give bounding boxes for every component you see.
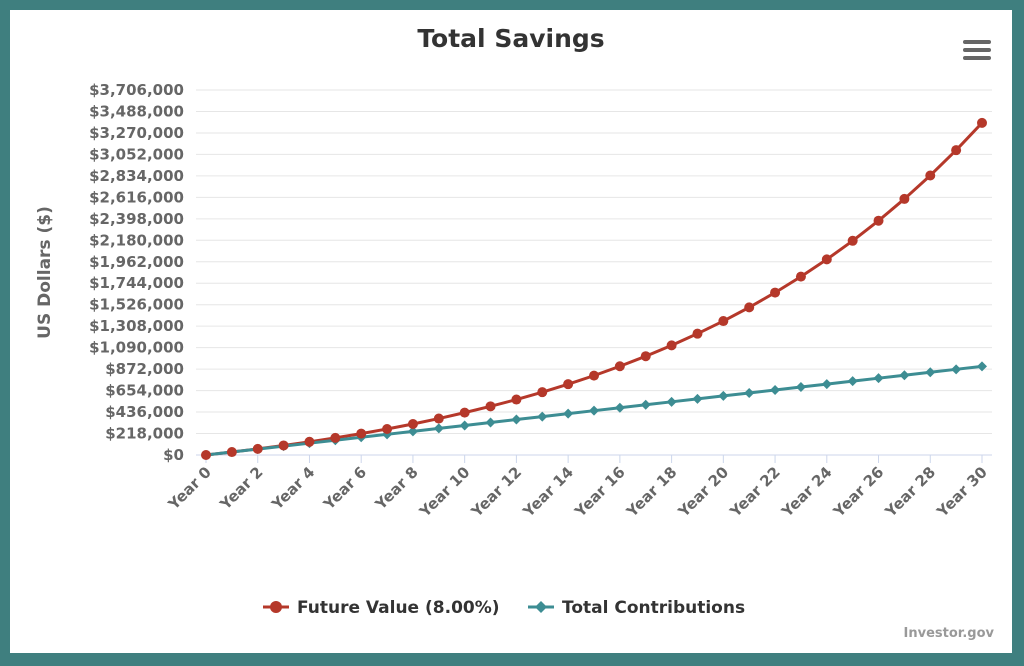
data-point [485, 417, 496, 428]
data-point [304, 436, 315, 447]
data-point [330, 432, 341, 443]
data-point [821, 379, 832, 390]
y-tick-label: $3,706,000 [89, 81, 184, 99]
data-point [563, 379, 574, 390]
y-tick-label: $1,308,000 [89, 317, 184, 335]
x-tick-label: Year 10 [415, 463, 473, 521]
data-point [718, 390, 729, 401]
data-point [873, 373, 884, 384]
y-tick-label: $2,398,000 [89, 210, 184, 228]
y-tick-label: $3,488,000 [89, 102, 184, 120]
x-tick-label: Year 14 [519, 463, 577, 521]
chart-panel: Total Savings $0 $218,000 $436,000 $654,000… [10, 10, 1012, 653]
data-point [744, 387, 755, 398]
y-tick-label: $2,180,000 [89, 231, 184, 249]
data-point [692, 328, 703, 339]
x-tick-label: Year 0 [164, 463, 215, 514]
data-point [589, 370, 599, 381]
x-tick-label: Year 28 [881, 463, 939, 521]
legend-item-label: Total Contributions [562, 598, 745, 618]
y-tick-label: $1,744,000 [89, 274, 184, 292]
data-point [563, 408, 574, 419]
data-point [407, 426, 418, 437]
y-tick-label: $3,270,000 [89, 124, 184, 142]
data-point [744, 302, 755, 313]
data-point [278, 440, 289, 451]
data-point [899, 193, 910, 204]
data-point [718, 316, 729, 327]
y-tick-label: $0 [163, 446, 184, 464]
legend-marker [270, 601, 282, 613]
data-point [459, 407, 470, 418]
data-point [201, 450, 211, 460]
legend-item-label: Future Value (8.00%) [297, 598, 500, 618]
data-point [847, 376, 858, 387]
y-axis-label: US Dollars ($) [35, 206, 55, 339]
credits-link[interactable]: Investor.gov [903, 626, 994, 641]
y-tick-label: $2,834,000 [89, 167, 184, 185]
x-tick-label: Year 18 [622, 463, 680, 521]
x-tick-label: Year 12 [467, 463, 525, 521]
data-point [795, 382, 806, 393]
y-tick-label: $872,000 [105, 360, 184, 378]
chart-svg: $0 $218,000 $436,000 $654,000 $872,000 $1,090… [35, 81, 992, 618]
chart-title: Total Savings [417, 24, 605, 53]
data-point [356, 428, 367, 439]
data-point [821, 254, 832, 265]
data-point [589, 405, 599, 416]
x-tick-label: Year 6 [319, 463, 370, 514]
data-point [407, 418, 418, 429]
x-tick-label: Year 4 [267, 463, 318, 514]
x-tick-label: Year 16 [571, 463, 629, 521]
x-tick-label: Year 8 [371, 463, 422, 514]
data-point [873, 215, 884, 226]
data-point [770, 287, 781, 298]
data-point [640, 399, 651, 410]
data-point [977, 117, 987, 128]
data-point [692, 393, 703, 404]
y-tick-label: $1,526,000 [89, 296, 184, 314]
data-point [252, 443, 263, 454]
y-tick-label: $218,000 [105, 425, 184, 443]
data-point [770, 384, 781, 395]
legend-marker [535, 601, 547, 613]
data-point [485, 401, 496, 412]
x-tick-label: Year 22 [726, 463, 784, 521]
data-point [511, 394, 522, 405]
data-point [847, 235, 858, 246]
data-point [951, 364, 962, 375]
y-tick-label: $654,000 [105, 382, 184, 400]
data-point [459, 420, 470, 431]
x-tick-label: Year 26 [829, 463, 887, 521]
hamburger-menu-icon[interactable] [963, 40, 991, 62]
y-tick-label: $436,000 [105, 403, 184, 421]
data-point [511, 414, 522, 425]
data-point [433, 413, 444, 424]
y-tick-label: $1,090,000 [89, 339, 184, 357]
x-tick-label: Year 30 [933, 463, 991, 521]
series-line-0 [205, 121, 984, 457]
data-point [951, 145, 962, 156]
data-point [537, 387, 548, 398]
data-point [226, 447, 237, 458]
x-tick-label: Year 24 [777, 463, 835, 521]
data-point [666, 340, 677, 351]
x-tick-label: Year 20 [674, 463, 732, 521]
data-point [925, 367, 936, 378]
data-point [614, 402, 625, 413]
data-point [382, 423, 393, 434]
data-point [899, 370, 910, 381]
data-point [614, 361, 625, 372]
y-tick-label: $3,052,000 [89, 145, 184, 163]
data-point [795, 271, 806, 282]
data-point [977, 361, 987, 372]
y-tick-label: $1,962,000 [89, 253, 184, 271]
data-point [433, 423, 444, 434]
data-point [666, 396, 677, 407]
data-point [537, 411, 548, 422]
y-tick-label: $2,616,000 [89, 188, 184, 206]
data-point [925, 170, 936, 181]
data-point [640, 351, 651, 362]
x-tick-label: Year 2 [216, 463, 267, 514]
